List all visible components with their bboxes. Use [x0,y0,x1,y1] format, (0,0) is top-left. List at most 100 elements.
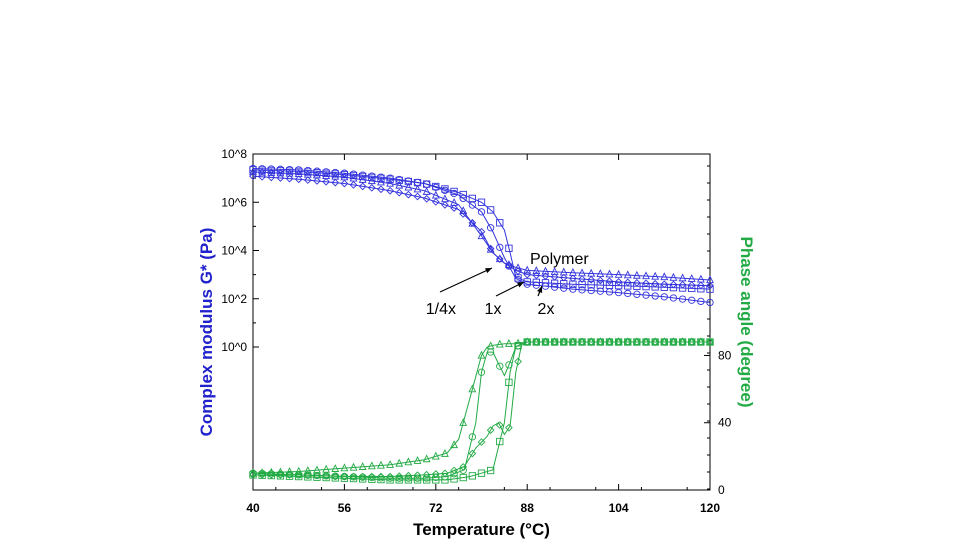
data-point-right-diamond [386,472,394,481]
data-point-right-diamond [422,470,431,479]
data-point-right-square [340,474,349,482]
data-point-right-diamond [285,471,294,479]
data-point-left-diamond [413,192,422,201]
data-point-left-diamond [422,194,431,203]
data-point-left-diamond [505,262,513,270]
data-point-left-diamond [651,279,659,288]
data-point-left-square [295,167,303,176]
data-point-right-diamond [459,463,468,471]
data-point-right-triangle [459,418,468,426]
data-point-right-diamond [697,338,705,346]
data-point-right-diamond [358,472,367,481]
data-point-left-triangle [358,174,367,183]
series-line-left-diamond [252,175,711,287]
data-point-left-triangle [395,180,404,189]
data-point-left-triangle [660,272,669,281]
data-point-left-circle [550,283,559,291]
data-point-right-triangle [514,338,522,347]
data-point-left-diamond [395,188,404,197]
data-point-left-diamond [633,278,641,287]
data-point-right-diamond [431,470,440,478]
annotation-2x: 2x [538,301,555,318]
data-point-right-square [285,472,294,480]
data-point-left-square [322,169,330,177]
y-left-tick-label: 10^8 [221,147,247,161]
data-point-left-diamond [559,273,568,282]
data-point-left-square [304,168,312,176]
data-point-left-diamond [386,186,394,195]
data-point-right-circle [468,433,477,441]
data-point-right-diamond [633,338,641,346]
data-point-left-diamond [706,281,714,290]
data-point-right-diamond [267,471,276,479]
data-point-right-diamond [678,338,687,346]
data-point-left-triangle [450,198,459,206]
data-point-right-diamond [669,338,678,346]
data-point-right-circle [477,368,486,376]
data-point-right-triangle [404,457,413,466]
data-point-right-diamond [331,472,340,481]
data-point-left-diamond [614,278,623,286]
data-point-right-diamond [532,338,541,346]
data-point-left-diamond [340,179,349,188]
data-point-left-circle [459,194,467,203]
data-point-right-diamond [614,338,623,346]
data-point-left-triangle [285,168,294,177]
data-point-left-diamond [404,190,413,199]
data-point-left-triangle [623,270,632,279]
data-point-left-circle [614,288,623,297]
data-point-right-square [496,437,504,446]
data-point-left-diamond [596,276,605,285]
data-point-left-diamond [605,277,614,286]
data-point-right-diamond [294,471,303,479]
data-point-right-square [505,378,513,387]
y-left-tick-label: 10^6 [221,195,247,209]
data-point-right-diamond [505,423,513,432]
data-point-left-square [587,281,595,289]
series-line-right-triangle [252,341,710,474]
data-point-right-diamond [642,338,650,346]
annotation-14x: 1/4x [426,301,456,318]
data-point-left-triangle [249,167,257,176]
data-point-right-diamond [468,449,477,458]
data-point-left-square [496,219,504,227]
data-point-left-diamond [349,181,358,189]
data-point-left-circle [706,298,714,307]
data-point-left-circle [624,289,632,298]
data-point-left-triangle [642,271,650,280]
data-point-right-triangle [377,460,385,469]
data-point-left-diamond [523,270,532,279]
data-point-right-square [404,476,413,484]
data-point-left-circle [496,243,504,251]
data-point-left-triangle [550,267,559,275]
data-point-left-diamond [377,185,385,194]
series-line-left-square [252,169,711,290]
data-point-left-diamond [642,279,650,288]
data-point-right-diamond [477,438,486,446]
data-point-left-triangle [386,178,395,187]
data-point-right-diamond [404,471,413,480]
data-point-right-diamond [550,338,559,346]
data-point-right-square [313,473,321,481]
data-point-left-diamond [294,175,303,184]
data-point-left-triangle [367,176,376,185]
data-point-left-circle [560,284,568,292]
data-point-left-triangle [267,168,276,176]
data-point-right-diamond [559,338,568,346]
data-point-left-triangle [596,269,605,278]
data-point-left-triangle [413,184,422,193]
data-point-left-triangle [605,269,614,278]
data-point-left-circle [642,291,650,299]
data-point-left-diamond [285,174,294,183]
plot-area: 40 56 72 88 104 120 10^8 10^6 10^4 10^2 10^0 0 40 80 T… [197,147,756,539]
data-point-left-square [578,280,586,289]
data-point-left-square [486,206,495,214]
data-point-left-circle [669,294,678,302]
y-left-tick-label: 10^4 [221,244,247,258]
data-point-left-circle [660,293,668,301]
data-point-left-diamond [477,227,486,236]
data-point-left-circle [633,290,641,298]
data-point-right-triangle [477,350,486,359]
data-point-right-triangle [486,341,495,350]
data-point-right-triangle [495,339,504,348]
